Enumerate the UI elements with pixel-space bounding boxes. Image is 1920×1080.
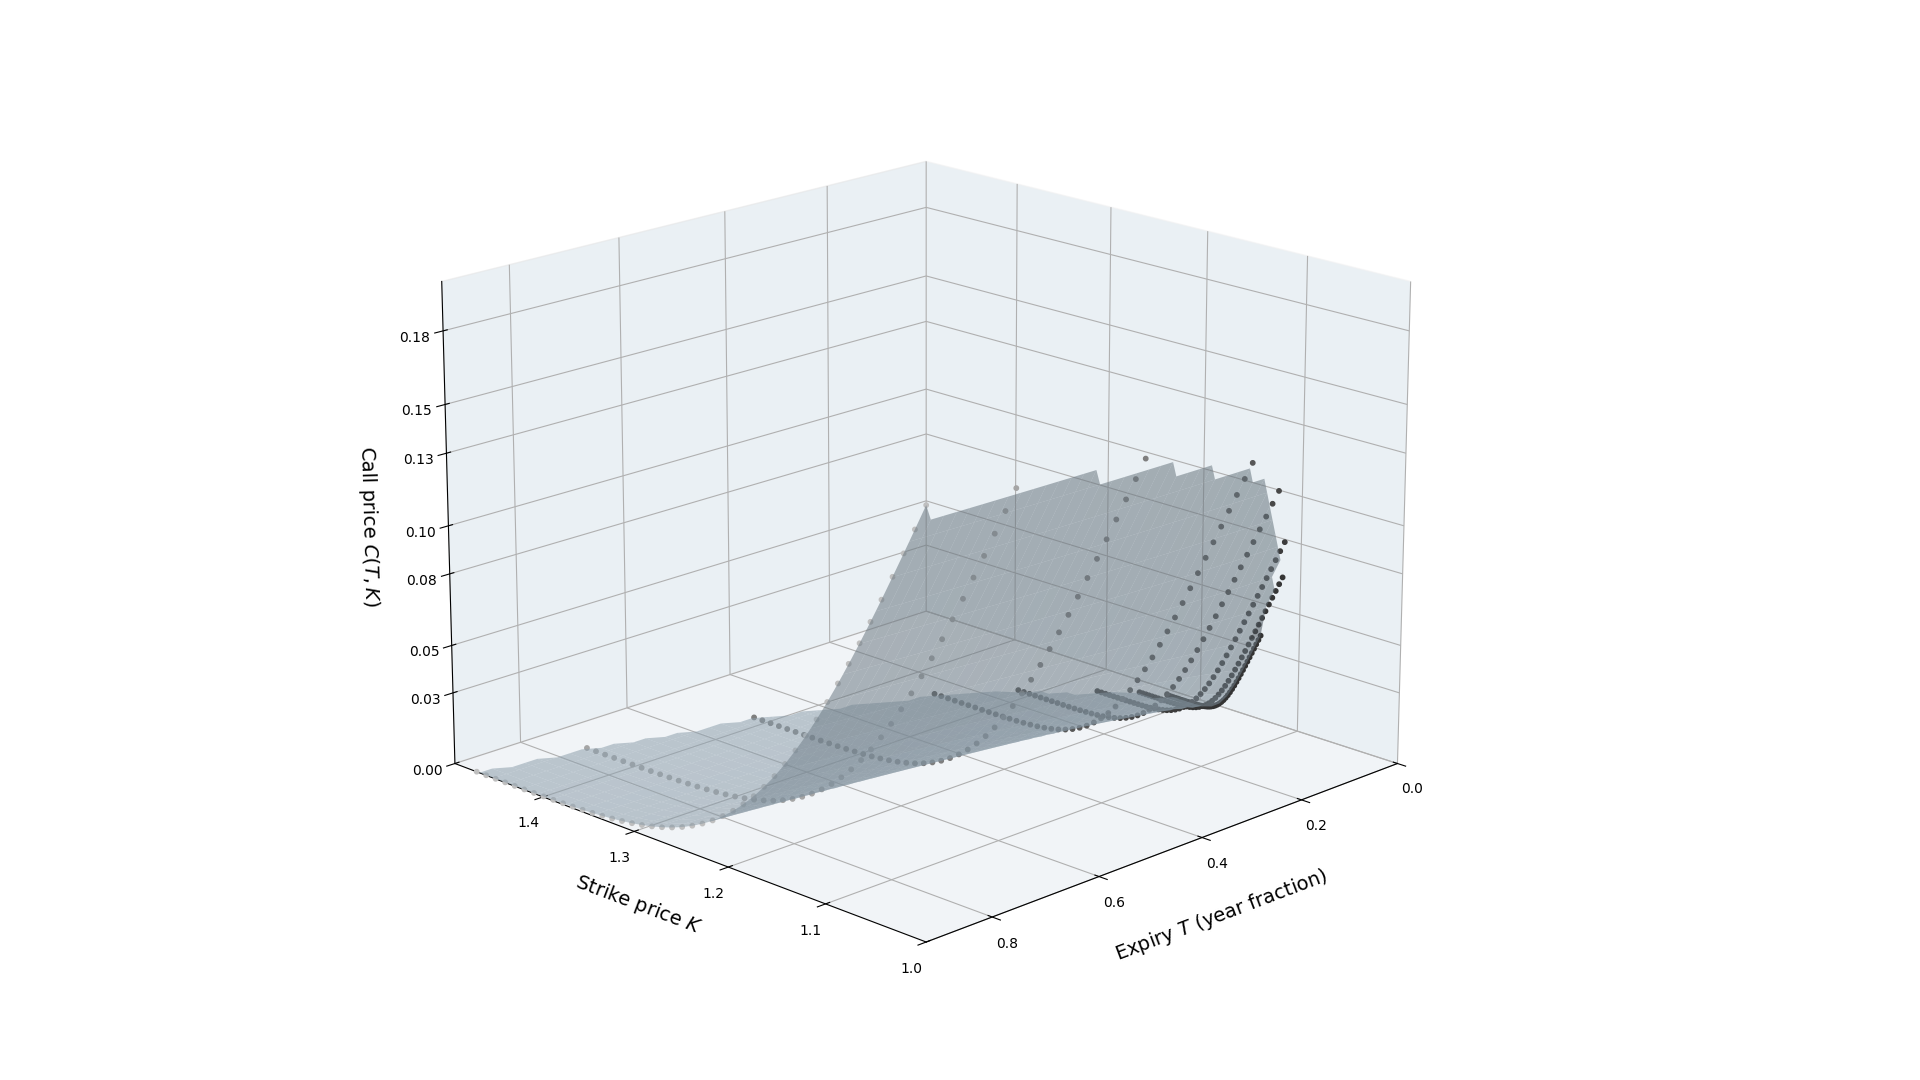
Y-axis label: Strike price $K$: Strike price $K$ bbox=[572, 870, 705, 940]
X-axis label: Expiry $T$ (year fraction): Expiry $T$ (year fraction) bbox=[1112, 864, 1331, 966]
